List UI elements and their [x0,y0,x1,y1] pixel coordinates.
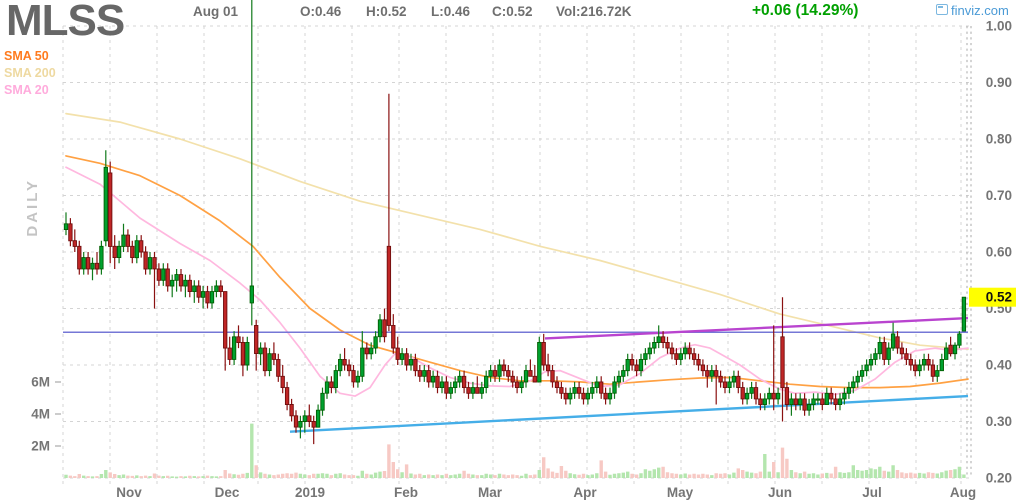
volume-axis-label: 2M [31,439,50,454]
sma200-line [65,112,969,351]
volume-bars-down [68,444,953,478]
quote-high: H:0.52 [366,4,407,19]
sma50-line [65,155,969,389]
price-change: +0.06 (14.29%) [752,2,859,19]
volume-axis-label: 6M [31,375,50,390]
candle-wicks-up [65,0,965,439]
price-axis-label: 1.00 [986,19,1012,34]
timeframe-label: DAILY [24,178,41,237]
finviz-icon [936,4,948,15]
month-label: Feb [394,485,418,500]
quote-open: O:0.46 [300,4,342,19]
month-label: Apr [573,485,597,500]
ticker-symbol: MLSS [6,0,125,45]
candle-bodies-down [68,172,953,428]
current-price-tag-label: 0.52 [986,290,1012,305]
price-axis-label: 0.70 [986,188,1012,203]
price-axis-label: 0.80 [986,132,1012,147]
price-axis-label: 0.60 [986,245,1012,260]
month-label: Jun [768,485,792,500]
legend-sma20: SMA 20 [4,83,49,97]
legend-sma50: SMA 50 [4,49,49,63]
volume-bars-up [64,423,966,478]
month-label: 2019 [295,485,325,500]
month-label: Jul [862,485,882,500]
current-price-tag [969,287,1016,307]
quote-low: L:0.46 [431,4,471,19]
finviz-link-label: finviz.com [951,3,1009,18]
month-label: Dec [215,485,240,500]
price-axis-label: 0.30 [986,414,1012,429]
legend-sma200: SMA 200 [4,66,56,80]
month-label: Nov [116,485,142,500]
price-axis-label: 0.20 [986,471,1012,486]
candle-bodies-up [63,166,967,428]
sma20-line [65,166,969,397]
trendline-purple [544,316,969,340]
quote-volume: Vol:216.72K [556,4,632,19]
quote-date: Aug 01 [193,4,239,19]
price-axis-label: 0.40 [986,358,1012,373]
price-axis-label: 0.90 [986,75,1012,90]
volume-axis-label: 4M [31,407,50,422]
month-label: May [667,485,694,500]
quote-close: C:0.52 [492,4,533,19]
month-label: Mar [478,485,503,500]
month-label: Aug [950,485,976,500]
finviz-link[interactable]: finviz.com [936,3,1009,18]
trendline-cyan [289,394,969,433]
